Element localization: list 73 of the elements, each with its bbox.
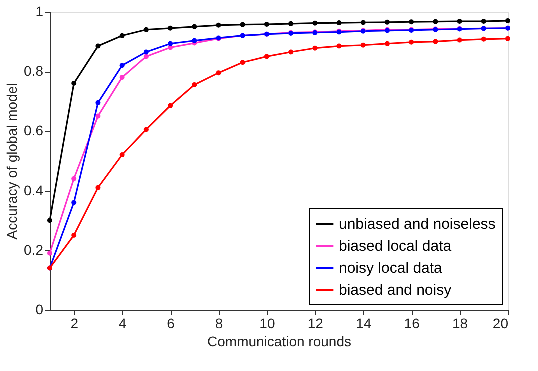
point xyxy=(264,54,270,60)
point xyxy=(288,50,294,55)
point xyxy=(96,185,101,190)
point xyxy=(72,176,77,182)
point xyxy=(120,33,125,38)
point xyxy=(192,82,198,88)
x-tick-label: 16 xyxy=(404,316,420,332)
point xyxy=(433,19,438,24)
point xyxy=(288,21,294,26)
point xyxy=(144,27,149,32)
point xyxy=(312,20,318,26)
point xyxy=(409,20,414,25)
point xyxy=(120,63,125,68)
point xyxy=(96,100,101,106)
point xyxy=(72,200,77,206)
point xyxy=(384,41,390,46)
x-tick-label: 12 xyxy=(308,316,324,332)
point xyxy=(312,46,318,51)
point xyxy=(72,233,77,238)
y-tick-label: 0.2 xyxy=(24,242,44,258)
point xyxy=(336,44,342,49)
point xyxy=(144,127,149,132)
point xyxy=(168,45,174,50)
point xyxy=(457,19,462,24)
point xyxy=(481,36,486,42)
point xyxy=(457,38,462,43)
legend-label: unbiased and noiseless xyxy=(339,216,496,233)
point xyxy=(481,19,486,24)
y-tick-label: 0.6 xyxy=(24,122,44,139)
x-axis-title: Communication rounds xyxy=(208,334,352,350)
x-tick-label: 8 xyxy=(215,316,224,332)
point xyxy=(120,152,125,158)
point xyxy=(433,39,438,44)
y-tick-label: 0 xyxy=(36,302,44,318)
y-tick-label: 1 xyxy=(36,4,44,20)
x-tick-label: 18 xyxy=(452,316,468,332)
y-tick-label: 0.4 xyxy=(24,182,44,198)
point xyxy=(216,22,222,28)
point xyxy=(192,38,198,44)
x-tick-label: 2 xyxy=(70,316,79,332)
point xyxy=(96,114,101,119)
point xyxy=(240,22,246,28)
point xyxy=(120,75,125,80)
x-tick-label: 14 xyxy=(356,316,372,332)
y-tick-label: 0.8 xyxy=(24,63,44,80)
x-tick-label: 4 xyxy=(118,316,127,332)
point xyxy=(506,18,510,24)
point xyxy=(168,41,174,46)
x-tick-label: 20 xyxy=(492,316,509,332)
point xyxy=(264,22,270,28)
point xyxy=(72,81,77,86)
point xyxy=(360,20,366,26)
legend-label: noisy local data xyxy=(339,260,444,277)
point xyxy=(409,40,414,45)
y-axis-title: Accuracy of global model xyxy=(4,83,20,240)
x-tick-label: 6 xyxy=(167,316,176,332)
legend-label: biased local data xyxy=(339,238,452,255)
point xyxy=(192,24,198,30)
point xyxy=(48,250,52,256)
point xyxy=(216,70,222,76)
point xyxy=(360,42,366,48)
point xyxy=(168,103,174,108)
legend-label: biased and noisy xyxy=(339,282,452,299)
x-tick-label: 10 xyxy=(260,316,276,332)
point xyxy=(144,50,149,55)
point xyxy=(506,36,510,42)
point xyxy=(48,218,52,224)
point xyxy=(384,20,390,25)
point xyxy=(144,54,149,60)
point xyxy=(240,60,246,66)
point xyxy=(336,20,342,26)
point xyxy=(168,26,174,31)
point xyxy=(96,44,101,49)
